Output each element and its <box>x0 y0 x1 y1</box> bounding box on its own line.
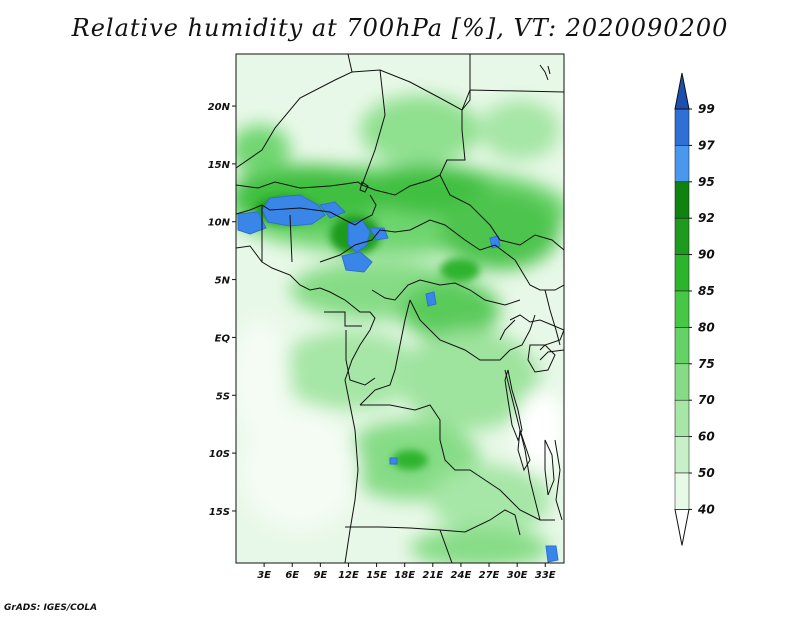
colorbar-min-arrow <box>674 508 690 546</box>
lat-tick-label: 10N <box>208 218 231 229</box>
colorbar-segment <box>674 254 690 292</box>
colorbar-segment <box>674 399 690 437</box>
lon-tick-label: 21E <box>422 570 443 581</box>
lon-tick-label: 30E <box>507 570 528 581</box>
colorbar-segment <box>674 108 690 146</box>
lat-tick-label: 15S <box>209 507 230 518</box>
saturated-region <box>341 251 373 273</box>
colorbar-segment <box>674 290 690 328</box>
colorbar: 40 50 60 70 75 80 85 90 92 95 97 99 <box>674 72 715 546</box>
latitude-axis: 20N 15N 10N 5N EQ 5S 10S 15S <box>208 102 236 518</box>
colorbar-segment <box>674 327 690 365</box>
longitude-axis: 3E 6E 9E 12E 15E 18E 21E 24E 27E 30E 33E <box>257 563 556 581</box>
map-title: Relative humidity at 700hPa [%], VT: 202… <box>71 14 729 42</box>
lakes <box>359 181 556 496</box>
saturated-region <box>319 201 346 219</box>
colorbar-label: 85 <box>698 284 715 298</box>
colorbar-label: 92 <box>698 211 715 225</box>
saturated-region <box>237 211 267 235</box>
colorbar-label: 80 <box>698 320 715 334</box>
lon-tick-label: 24E <box>451 570 472 581</box>
humidity-field <box>236 54 564 563</box>
saturated-region <box>425 291 437 307</box>
colorbar-label: 90 <box>698 248 715 262</box>
lat-tick-label: 5N <box>215 276 231 287</box>
colorbar-label: 99 <box>698 102 715 116</box>
colorbar-segment <box>674 436 690 474</box>
plot-frame <box>235 53 565 564</box>
colorbar-max-arrow <box>674 72 690 110</box>
colorbar-label: 70 <box>698 393 715 407</box>
lat-tick-label: 10S <box>209 449 230 460</box>
saturated-region <box>261 194 326 227</box>
lon-tick-label: 33E <box>535 570 556 581</box>
saturated-region <box>545 545 559 563</box>
colorbar-label: 40 <box>697 502 715 516</box>
lon-tick-label: 18E <box>394 570 415 581</box>
lon-tick-label: 27E <box>479 570 500 581</box>
lat-tick-label: 15N <box>208 160 231 171</box>
lon-tick-label: 3E <box>257 570 271 581</box>
colorbar-segment <box>674 217 690 255</box>
colorbar-segment <box>674 145 690 183</box>
colorbar-segment <box>674 181 690 219</box>
lat-tick-label: EQ <box>215 333 231 344</box>
saturated-region <box>389 457 398 465</box>
colorbar-segment <box>674 472 690 510</box>
colorbar-segment <box>674 363 690 401</box>
lat-tick-label: 5S <box>216 391 230 402</box>
colorbar-label: 60 <box>698 430 715 444</box>
country-borders <box>236 54 564 563</box>
lon-tick-label: 12E <box>338 570 359 581</box>
colorbar-label: 97 <box>698 138 715 152</box>
colorbar-label: 95 <box>698 175 715 189</box>
lon-tick-label: 9E <box>313 570 327 581</box>
lon-tick-label: 6E <box>285 570 299 581</box>
colorbar-label: 50 <box>698 466 715 480</box>
lon-tick-label: 15E <box>366 570 387 581</box>
grads-credit: GrADS: IGES/COLA <box>4 603 98 613</box>
colorbar-label: 75 <box>698 357 715 371</box>
lat-tick-label: 20N <box>208 102 231 113</box>
saturated-region <box>489 235 501 249</box>
